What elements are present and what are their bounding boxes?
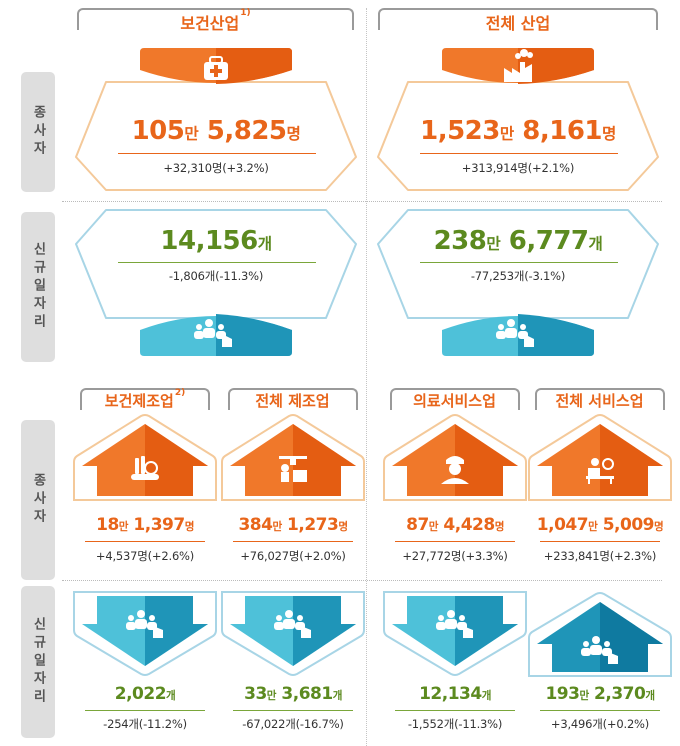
underline: [85, 710, 205, 711]
health-employees-value: 105만 5,825명: [131, 116, 301, 146]
down-arrow-badge: [383, 591, 527, 676]
new-jobs-value: 12,134개: [419, 684, 491, 704]
medical-supplies-icon: [131, 456, 159, 480]
people-icon: [194, 319, 232, 347]
nurse-icon: [441, 456, 469, 484]
underline: [540, 710, 660, 711]
employees-value: 87만 4,428명: [406, 515, 504, 535]
underline: [540, 541, 660, 542]
header-bracket: [77, 8, 354, 30]
header-factory-worker: 전체 제조업: [255, 392, 330, 410]
medical-supplies-employees-badge: [73, 414, 217, 501]
health-new-jobs-panel: [75, 209, 357, 356]
row-label-new-jobs-bottom: 신규일자리: [21, 586, 55, 738]
employees-change: +233,841명(+2.3%): [543, 549, 657, 563]
header-bracket: [228, 388, 358, 410]
factory-icon: [504, 49, 533, 82]
people-icon: [274, 610, 311, 638]
new-jobs-value: 2,022개: [114, 684, 176, 704]
people-icon: [581, 636, 618, 664]
underline: [420, 262, 618, 263]
column-divider: [366, 8, 367, 746]
new-jobs-change: +3,496개(+0.2%): [550, 717, 650, 731]
factory-worker-icon: [279, 456, 307, 482]
dining-service-employees-badge: [528, 414, 672, 501]
header-nurse: 의료서비스업: [413, 392, 496, 410]
row-label-new-jobs-top: 신규일자리: [21, 212, 55, 362]
health-employees-panel: [75, 48, 357, 191]
dining-service-icon: [586, 458, 614, 484]
health-new-jobs-change: -1,806개(-11.3%): [168, 269, 264, 283]
all-new-jobs-change: -77,253개(-3.1%): [470, 269, 566, 283]
new-jobs-change: -254개(-11.2%): [103, 717, 187, 731]
new-jobs-change: -1,552개(-11.3%): [407, 717, 503, 731]
header-dining-service: 전체 서비스업: [555, 392, 644, 410]
row-separator: [62, 580, 662, 581]
underline: [395, 541, 515, 542]
new-jobs-value: 33만 3,681개: [244, 684, 342, 704]
row-label-employees-top: 종사자: [21, 72, 55, 192]
employees-change: +4,537명(+2.6%): [95, 549, 195, 563]
underline: [233, 710, 353, 711]
people-icon: [126, 610, 163, 638]
all-employees-panel: [377, 48, 659, 191]
health-employees-change: +32,310명(+3.2%): [163, 161, 269, 175]
employees-change: +27,772명(+3.3%): [402, 549, 508, 563]
employees-change: +76,027명(+2.0%): [240, 549, 346, 563]
header-health-industry: 보건산업1): [180, 8, 251, 33]
first-aid-kit-icon: [204, 56, 228, 80]
all-employees-change: +313,914명(+2.1%): [461, 161, 575, 175]
underline: [118, 153, 316, 154]
row-separator: [62, 201, 662, 202]
all-new-jobs-value: 238만 6,777개: [433, 226, 603, 256]
underline: [420, 153, 618, 154]
up-arrow-badge: [528, 592, 672, 677]
employees-value: 384만 1,273명: [238, 515, 348, 535]
factory-worker-employees-badge: [221, 414, 365, 501]
header-bracket: [535, 388, 665, 410]
row-label-employees-bottom: 종사자: [21, 420, 55, 580]
health-new-jobs-value: 14,156개: [160, 226, 272, 256]
new-jobs-value: 193만 2,370개: [545, 684, 655, 704]
down-arrow-badge: [73, 591, 217, 676]
header-bracket: [390, 388, 520, 410]
new-jobs-change: -67,022개(-16.7%): [242, 717, 344, 731]
employees-value: 18만 1,397명: [96, 515, 194, 535]
all-employees-value: 1,523만 8,161명: [420, 116, 616, 146]
header-all-industry: 전체 산업: [485, 14, 551, 33]
underline: [85, 541, 205, 542]
header-bracket: [80, 388, 210, 410]
nurse-employees-badge: [383, 414, 527, 501]
employees-value: 1,047만 5,009명: [536, 515, 664, 535]
underline: [233, 541, 353, 542]
underline: [118, 262, 316, 263]
people-icon: [436, 610, 473, 638]
all-new-jobs-panel: [377, 209, 659, 356]
people-icon: [496, 319, 534, 347]
down-arrow-badge: [221, 591, 365, 676]
underline: [395, 710, 515, 711]
header-medical-supplies: 보건제조업2): [104, 388, 186, 410]
header-bracket: [378, 8, 658, 30]
